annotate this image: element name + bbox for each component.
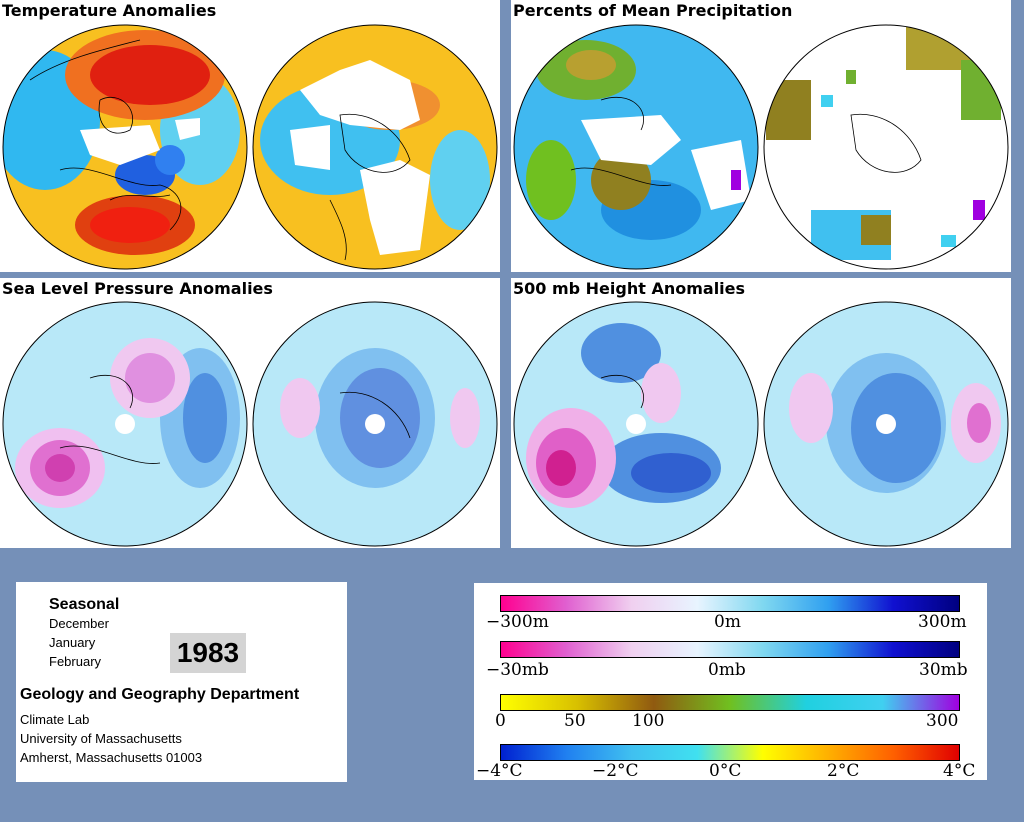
pressure-label-left: −30mb xyxy=(486,660,549,680)
height-label-mid: 0m xyxy=(714,612,741,632)
precip-label-50: 50 xyxy=(564,711,586,731)
temperature-globe-north xyxy=(2,24,498,270)
height-label-right: 300m xyxy=(918,612,967,632)
temp-label-4: 4°C xyxy=(943,761,976,781)
precipitation-color-bar xyxy=(500,694,960,711)
university: University of Massachusetts xyxy=(20,731,182,746)
temp-label-minus4: −4°C xyxy=(476,761,523,781)
season-label: Seasonal xyxy=(49,596,120,613)
legend-box: −300m 0m 300m −30mb 0mb 30mb 0 50 100 30… xyxy=(474,583,987,781)
year-badge: 1983 xyxy=(170,633,246,673)
temp-label-0: 0°C xyxy=(709,761,742,781)
temperature-color-bar xyxy=(500,744,960,761)
pressure-color-bar xyxy=(500,641,960,658)
height-panel: 500 mb Height Anomalies xyxy=(511,278,1011,548)
height-color-bar xyxy=(500,595,960,612)
height-globe xyxy=(513,301,1009,547)
month-1: December xyxy=(49,616,109,631)
precipitation-title: Percents of Mean Precipitation xyxy=(511,0,796,22)
precip-label-0: 0 xyxy=(495,711,506,731)
precipitation-panel: Percents of Mean Precipitation xyxy=(511,0,1011,272)
height-title: 500 mb Height Anomalies xyxy=(511,278,749,300)
height-label-left: −300m xyxy=(486,612,549,632)
month-2: January xyxy=(49,635,96,650)
precip-label-300: 300 xyxy=(926,711,959,731)
precip-label-100: 100 xyxy=(632,711,665,731)
sea-level-pressure-panel: Sea Level Pressure Anomalies xyxy=(0,278,500,548)
department: Geology and Geography Department xyxy=(20,686,300,703)
temperature-title: Temperature Anomalies xyxy=(0,0,220,22)
lab: Climate Lab xyxy=(20,712,90,727)
pressure-label-right: 30mb xyxy=(919,660,968,680)
pressure-label-mid: 0mb xyxy=(708,660,746,680)
info-box: Seasonal December January February Geolo… xyxy=(16,582,347,782)
sea-level-pressure-title: Sea Level Pressure Anomalies xyxy=(0,278,276,300)
precipitation-globe xyxy=(513,24,1009,270)
month-3: February xyxy=(49,654,102,669)
temperature-panel: Temperature Anomalies xyxy=(0,0,500,272)
temp-label-2: 2°C xyxy=(827,761,860,781)
address: Amherst, Massachusetts 01003 xyxy=(20,750,203,765)
temp-label-minus2: −2°C xyxy=(592,761,639,781)
sea-level-pressure-globe xyxy=(2,301,498,547)
